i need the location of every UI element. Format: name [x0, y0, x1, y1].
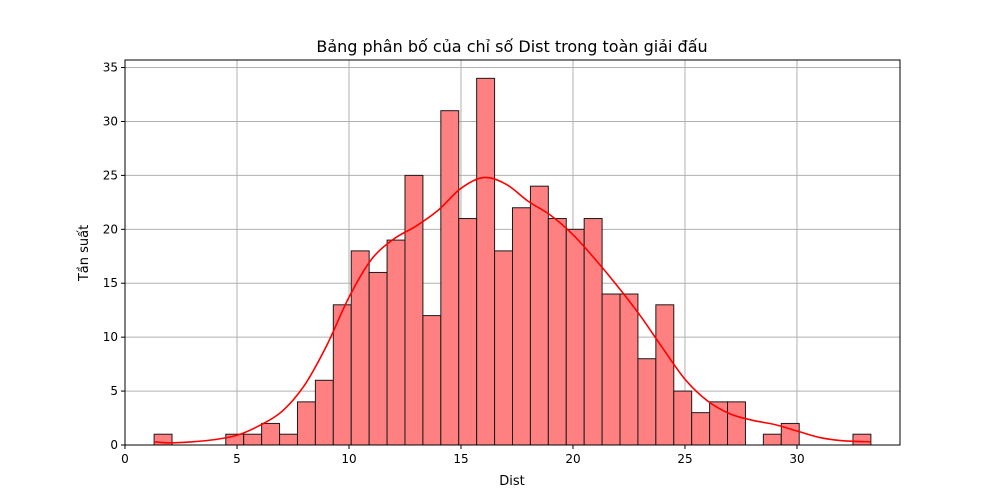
histogram-bar — [476, 77, 496, 446]
y-tick-label: 20 — [103, 222, 118, 236]
y-tick-label: 15 — [103, 276, 118, 290]
x-tick-label: 0 — [121, 452, 129, 466]
histogram-bar — [386, 239, 406, 446]
y-tick-label: 5 — [110, 384, 118, 398]
y-axis-ticks: 0 5 10 15 20 25 30 35 — [103, 61, 125, 452]
kde-curve — [154, 176, 871, 444]
histogram-bar — [261, 422, 281, 446]
histogram-bar — [547, 218, 567, 446]
y-axis-label: Tần suất — [77, 225, 92, 282]
histogram-bar — [619, 293, 639, 446]
histogram-bar — [422, 315, 442, 446]
x-axis-ticks: 0 5 10 15 20 25 30 — [121, 445, 805, 466]
histogram-bar — [727, 401, 746, 446]
x-tick-label: 30 — [789, 452, 804, 466]
histogram-bar — [852, 433, 872, 446]
histogram-bar — [655, 304, 675, 446]
histogram-bar — [350, 250, 370, 446]
histogram-bar — [368, 271, 388, 446]
x-tick-label: 10 — [341, 452, 356, 466]
histogram-bar — [279, 433, 298, 446]
histogram-bar — [494, 250, 514, 446]
histogram-bar — [583, 218, 603, 446]
histogram-bar — [458, 218, 478, 446]
histogram-bar — [637, 358, 657, 446]
grid-lines — [124, 60, 900, 446]
histogram-bar — [691, 412, 711, 446]
kde-line — [154, 176, 871, 444]
histogram-bar — [601, 293, 621, 446]
x-tick-label: 25 — [677, 452, 692, 466]
chart-title: Bảng phân bố của chỉ số Dist trong toàn … — [316, 37, 707, 56]
y-tick-label: 0 — [110, 438, 118, 452]
histogram-bar — [565, 228, 585, 446]
histogram-bar — [673, 390, 693, 446]
histogram-bar — [243, 433, 263, 446]
histogram-bar — [529, 185, 549, 446]
x-tick-label: 20 — [565, 452, 580, 466]
y-tick-label: 30 — [103, 114, 118, 128]
histogram-bar — [762, 433, 782, 446]
histogram-bar — [314, 379, 334, 446]
x-tick-label: 15 — [453, 452, 468, 466]
histogram-bars — [153, 77, 872, 446]
histogram-bar — [296, 401, 316, 446]
x-tick-label: 5 — [233, 452, 241, 466]
plot-frame — [124, 59, 901, 446]
y-tick-label: 10 — [103, 330, 118, 344]
x-axis-label: Dist — [499, 474, 525, 489]
y-tick-label: 25 — [103, 168, 118, 182]
histogram-bar — [440, 110, 460, 446]
histogram-bar — [404, 174, 424, 446]
histogram-bar — [512, 207, 531, 446]
y-tick-label: 35 — [103, 61, 118, 75]
